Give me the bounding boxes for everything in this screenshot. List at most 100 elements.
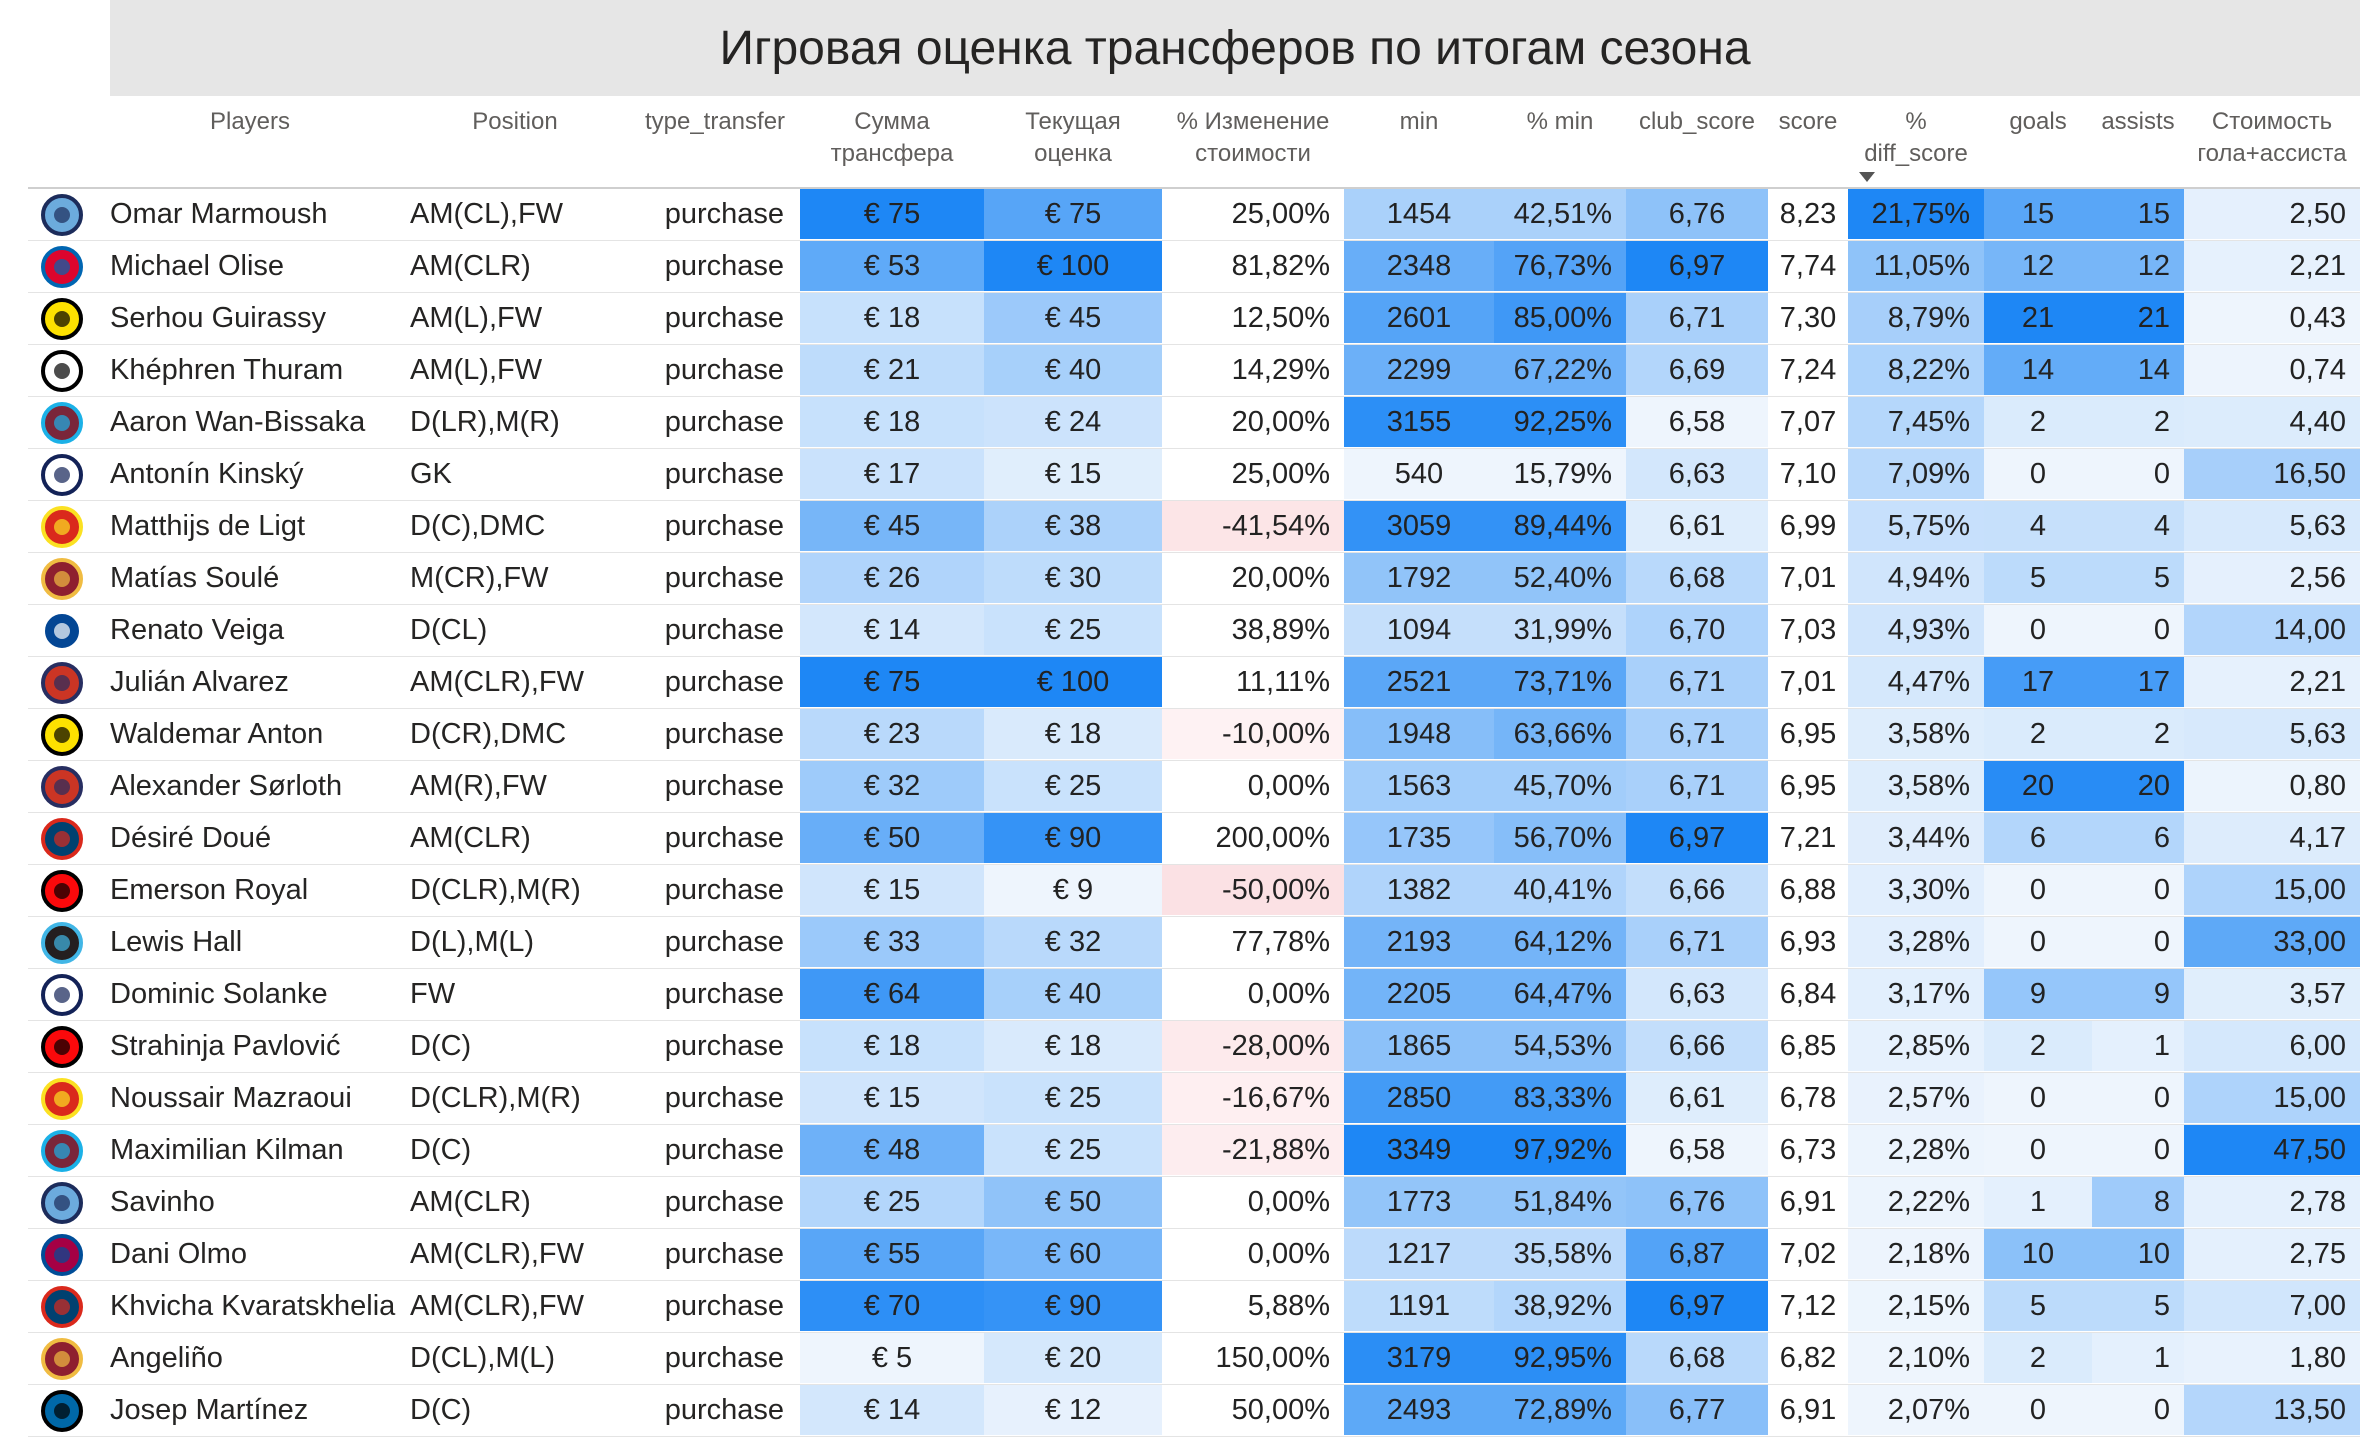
- borussia-dortmund-logo-icon: [41, 714, 83, 756]
- cell-player[interactable]: Antonín Kinský: [110, 458, 304, 490]
- cell-type-transfer: purchase: [664, 614, 784, 646]
- row-divider: [28, 1436, 2360, 1437]
- column-header-pct-diff[interactable]: % diff_score: [1848, 106, 1984, 188]
- atletico-madrid-logo-icon: [41, 662, 83, 704]
- cell-min: 1217: [1344, 1229, 1494, 1279]
- cell-cost-ga: 0,43: [2184, 293, 2360, 343]
- cell-player[interactable]: Maximilian Kilman: [110, 1134, 344, 1166]
- cell-player[interactable]: Serhou Guirassy: [110, 302, 326, 334]
- column-header-position[interactable]: Position: [410, 106, 620, 188]
- cell-score: 7,01: [1779, 562, 1837, 594]
- cell-player[interactable]: Khvicha Kvaratskhelia: [110, 1290, 396, 1322]
- cell-pct-min: 76,73%: [1494, 241, 1626, 291]
- table-row[interactable]: Khvicha Kvaratskhelia AM(CLR),FW purchase €…: [0, 1281, 2360, 1333]
- cell-assists: 15: [2092, 189, 2184, 239]
- table-row[interactable]: Angeliño D(CL),M(L) purchase € 5 € 20 150,00%…: [0, 1333, 2360, 1385]
- cell-type-transfer: purchase: [664, 302, 784, 334]
- cell-pct-min: 56,70%: [1494, 813, 1626, 863]
- table-row[interactable]: Matías Soulé M(CR),FW purchase € 26 € 30 20,0…: [0, 553, 2360, 605]
- table-row[interactable]: Strahinja Pavlović D(C) purchase € 18 € 18 -2…: [0, 1021, 2360, 1073]
- column-header-pct-min[interactable]: % min: [1494, 106, 1626, 188]
- cell-player[interactable]: Emerson Royal: [110, 874, 309, 906]
- cell-player[interactable]: Savinho: [110, 1186, 215, 1218]
- cell-player[interactable]: Khéphren Thuram: [110, 354, 344, 386]
- table-row[interactable]: Savinho AM(CLR) purchase € 25 € 50 0,00% 1773 5…: [0, 1177, 2360, 1229]
- cell-player[interactable]: Dani Olmo: [110, 1238, 247, 1270]
- column-header-assists[interactable]: assists: [2092, 106, 2184, 188]
- cell-club-score: 6,71: [1626, 917, 1768, 967]
- table-row[interactable]: Omar Marmoush AM(CL),FW purchase € 75 € 75 25…: [0, 189, 2360, 241]
- column-header-value[interactable]: Текущая оценка: [984, 106, 1162, 188]
- cell-cost-ga: 4,17: [2184, 813, 2360, 863]
- sort-descending-icon[interactable]: [1859, 172, 1875, 182]
- cell-player[interactable]: Angeliño: [110, 1342, 223, 1374]
- cell-player[interactable]: Strahinja Pavlović: [110, 1030, 341, 1062]
- table-row[interactable]: Dani Olmo AM(CLR),FW purchase € 55 € 60 0,00%…: [0, 1229, 2360, 1281]
- table-row[interactable]: Noussair Mazraoui D(CLR),M(R) purchase € 15…: [0, 1073, 2360, 1125]
- table-row[interactable]: Julián Alvarez AM(CLR),FW purchase € 75 € 10…: [0, 657, 2360, 709]
- cell-player[interactable]: Noussair Mazraoui: [110, 1082, 352, 1114]
- cell-type-transfer: purchase: [664, 354, 784, 386]
- cell-player[interactable]: Josep Martínez: [110, 1394, 309, 1426]
- cell-score: 6,99: [1779, 510, 1837, 542]
- cell-type-transfer: purchase: [664, 822, 784, 854]
- column-header-type-transfer[interactable]: type_transfer: [630, 106, 800, 188]
- cell-fee: € 50: [800, 813, 984, 863]
- table-row[interactable]: Désiré Doué AM(CLR) purchase € 50 € 90 200,00…: [0, 813, 2360, 865]
- cell-pct-min: 92,95%: [1494, 1333, 1626, 1383]
- cell-goals: 20: [1984, 761, 2092, 811]
- cell-cost-ga: 2,56: [2184, 553, 2360, 603]
- cell-player[interactable]: Waldemar Anton: [110, 718, 324, 750]
- column-header-player[interactable]: Players: [110, 106, 390, 188]
- cell-player[interactable]: Aaron Wan-Bissaka: [110, 406, 366, 438]
- cell-position: D(CL),M(L): [410, 1342, 555, 1374]
- cell-value-change: 38,89%: [1231, 614, 1330, 646]
- column-header-goals[interactable]: goals: [1984, 106, 2092, 188]
- table-row[interactable]: Renato Veiga D(CL) purchase € 14 € 25 38,89% 1…: [0, 605, 2360, 657]
- cell-player[interactable]: Omar Marmoush: [110, 198, 328, 230]
- column-header-value-change[interactable]: % Изменение стоимости: [1162, 106, 1344, 188]
- cell-player[interactable]: Julián Alvarez: [110, 666, 289, 698]
- column-header-min[interactable]: min: [1344, 106, 1494, 188]
- table-row[interactable]: Josep Martínez D(C) purchase € 14 € 12 50,00%…: [0, 1385, 2360, 1437]
- table-row[interactable]: Matthijs de Ligt D(C),DMC purchase € 45 € 38…: [0, 501, 2360, 553]
- table-row[interactable]: Aaron Wan-Bissaka D(LR),M(R) purchase € 18 €…: [0, 397, 2360, 449]
- cell-club-score: 6,97: [1626, 813, 1768, 863]
- cell-cost-ga: 2,21: [2184, 657, 2360, 707]
- cell-value: € 25: [984, 605, 1162, 655]
- cell-value-change: 50,00%: [1231, 1394, 1330, 1426]
- column-header-fee[interactable]: Сумма трансфера: [800, 106, 984, 188]
- table-row[interactable]: Waldemar Anton D(CR),DMC purchase € 23 € 18-…: [0, 709, 2360, 761]
- table-row[interactable]: Serhou Guirassy AM(L),FW purchase € 18 € 45 1…: [0, 293, 2360, 345]
- table-row[interactable]: Michael Olise AM(CLR) purchase € 53 € 100 81,…: [0, 241, 2360, 293]
- cell-assists: 0: [2092, 1073, 2184, 1123]
- column-header-cost-ga[interactable]: Стоимость гола+ассиста: [2184, 106, 2360, 188]
- cell-club-score: 6,76: [1626, 189, 1768, 239]
- table-row[interactable]: Dominic Solanke FW purchase € 64 € 40 0,00% 22…: [0, 969, 2360, 1021]
- table-row[interactable]: Emerson Royal D(CLR),M(R) purchase € 15 € 9-…: [0, 865, 2360, 917]
- cell-player[interactable]: Lewis Hall: [110, 926, 243, 958]
- cell-pct-diff: 2,07%: [1848, 1385, 1984, 1435]
- cell-player[interactable]: Michael Olise: [110, 250, 285, 282]
- cell-player[interactable]: Renato Veiga: [110, 614, 285, 646]
- cell-min: 3349: [1344, 1125, 1494, 1175]
- column-header-score[interactable]: score: [1768, 106, 1848, 188]
- table-row[interactable]: Antonín Kinský GK purchase € 17 € 15 25,00% 54…: [0, 449, 2360, 501]
- cell-player[interactable]: Matthijs de Ligt: [110, 510, 306, 542]
- cell-goals: 10: [1984, 1229, 2092, 1279]
- cell-assists: 5: [2092, 1281, 2184, 1331]
- cell-assists: 0: [2092, 865, 2184, 915]
- column-header-label: трансфера: [830, 140, 954, 167]
- cell-goals: 2: [1984, 709, 2092, 759]
- table-row[interactable]: Khéphren Thuram AM(L),FW purchase € 21 € 40 1…: [0, 345, 2360, 397]
- cell-player[interactable]: Matías Soulé: [110, 562, 280, 594]
- column-header-club-score[interactable]: club_score: [1626, 106, 1768, 188]
- table-row[interactable]: Maximilian Kilman D(C) purchase € 48 € 25 -21…: [0, 1125, 2360, 1177]
- row-divider: [28, 1176, 2360, 1177]
- table-row[interactable]: Alexander Sørloth AM(R),FW purchase € 32 € 2…: [0, 761, 2360, 813]
- cell-player[interactable]: Alexander Sørloth: [110, 770, 343, 802]
- cell-player[interactable]: Dominic Solanke: [110, 978, 328, 1010]
- cell-assists: 0: [2092, 1385, 2184, 1435]
- table-row[interactable]: Lewis Hall D(L),M(L) purchase € 33 € 32 77,78…: [0, 917, 2360, 969]
- cell-player[interactable]: Désiré Doué: [110, 822, 272, 854]
